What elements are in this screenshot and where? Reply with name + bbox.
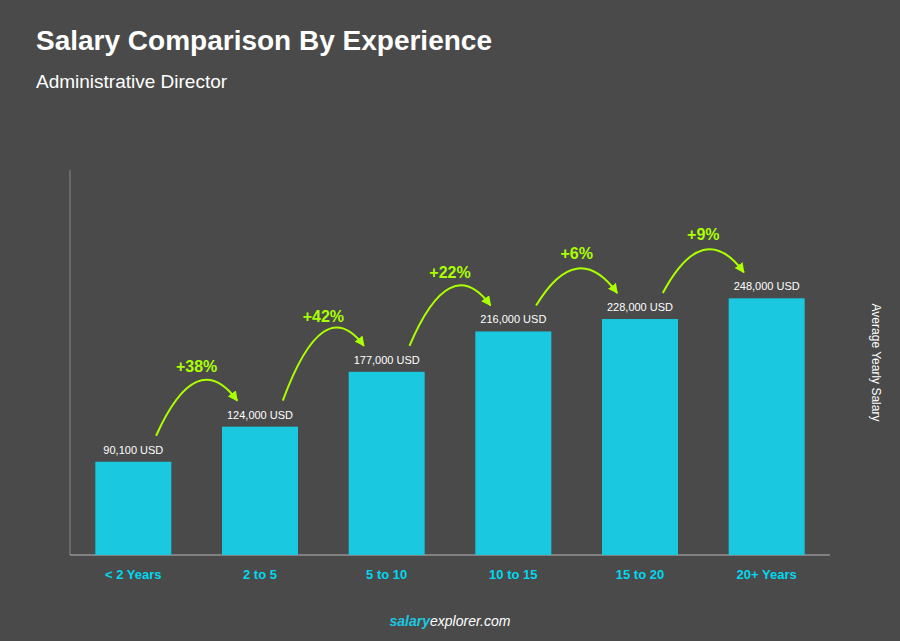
watermark-part: explorer.com xyxy=(430,613,511,629)
x-axis-line xyxy=(70,555,830,556)
change-arrow xyxy=(409,285,490,345)
bars xyxy=(95,298,804,555)
category-label: 20+ Years xyxy=(737,567,797,582)
title: Salary Comparison By Experience xyxy=(36,25,492,56)
data-label: 124,000 USD xyxy=(227,409,293,421)
data-label: 228,000 USD xyxy=(607,301,673,313)
change-arrow xyxy=(156,380,237,436)
bar xyxy=(602,319,678,555)
y-axis-line xyxy=(70,170,71,555)
data-label: 90,100 USD xyxy=(103,444,163,456)
change-label: +38% xyxy=(176,358,217,375)
category-label: 10 to 15 xyxy=(489,567,537,582)
data-label: 216,000 USD xyxy=(480,313,546,325)
change-arrow xyxy=(283,327,364,400)
data-label: 177,000 USD xyxy=(354,354,420,366)
change-arrow xyxy=(663,249,744,293)
change-label: +6% xyxy=(560,245,592,262)
bar xyxy=(475,331,551,555)
category-label: 2 to 5 xyxy=(243,567,277,582)
data-label: 248,000 USD xyxy=(734,280,800,292)
category-label: 5 to 10 xyxy=(366,567,407,582)
change-arrow xyxy=(536,268,617,305)
y-axis-label: Average Yearly Salary xyxy=(869,304,883,422)
change-label: +22% xyxy=(429,264,470,281)
bar xyxy=(349,372,425,555)
watermark-part: salary xyxy=(390,613,432,629)
change-label: +42% xyxy=(303,308,344,325)
bar xyxy=(729,298,805,555)
bar xyxy=(95,462,171,555)
change-label: +9% xyxy=(687,226,719,243)
category-label: < 2 Years xyxy=(105,567,162,582)
watermark: salaryexplorer.com xyxy=(390,613,511,629)
bar xyxy=(222,427,298,555)
chart: Salary Comparison By Experience Administr… xyxy=(0,0,900,641)
background xyxy=(0,0,900,641)
category-label: 15 to 20 xyxy=(616,567,664,582)
subtitle: Administrative Director xyxy=(36,71,228,92)
